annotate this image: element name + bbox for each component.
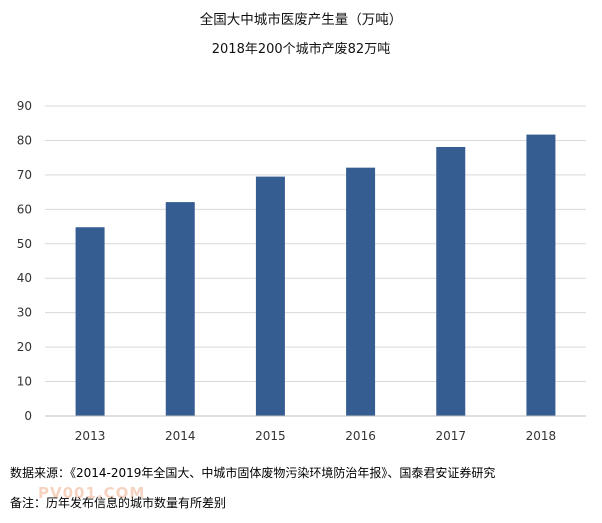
bar-2017 bbox=[436, 146, 466, 416]
bar-chart: 0 10 20 30 40 50 60 70 80 90 2013 2014 2015 2016 2017… bbox=[17, 99, 586, 443]
y-tick-label: 80 bbox=[17, 133, 32, 147]
watermark: PV001.COM bbox=[38, 484, 146, 502]
bar-2018 bbox=[526, 134, 556, 417]
x-tick-label: 2017 bbox=[435, 429, 466, 443]
x-tick-label: 2018 bbox=[526, 429, 557, 443]
chart-title: 全国大中城市医废产生量（万吨） bbox=[199, 12, 403, 28]
y-tick-label: 30 bbox=[17, 306, 32, 320]
y-tick-label: 90 bbox=[17, 99, 32, 113]
y-tick-label: 10 bbox=[17, 375, 32, 389]
x-tick-label: 2014 bbox=[165, 429, 196, 443]
footnote: 备注：历年发布信息的城市数量有所差别 bbox=[10, 496, 227, 510]
data-source-note: 数据来源：《2014-2019年全国大、中城市固体废物污染环境防治年报》、国泰君… bbox=[10, 466, 496, 480]
bar-2015 bbox=[255, 176, 285, 416]
bar-2014 bbox=[165, 202, 195, 416]
y-axis: 0 10 20 30 40 50 60 70 80 90 bbox=[17, 99, 32, 423]
x-tick-label: 2015 bbox=[255, 429, 286, 443]
y-tick-label: 40 bbox=[17, 271, 32, 285]
bars bbox=[75, 134, 556, 417]
y-tick-label: 60 bbox=[17, 202, 32, 216]
y-tick-label: 50 bbox=[17, 237, 32, 251]
x-axis: 2013 2014 2015 2016 2017 2018 bbox=[45, 415, 586, 443]
y-tick-label: 20 bbox=[17, 340, 32, 354]
gridlines bbox=[45, 105, 586, 383]
bar-2013 bbox=[75, 227, 105, 416]
x-tick-label: 2016 bbox=[345, 429, 376, 443]
bar-2016 bbox=[346, 167, 376, 416]
y-tick-label: 70 bbox=[17, 168, 32, 182]
y-tick-label: 0 bbox=[24, 409, 32, 423]
x-tick-label: 2013 bbox=[75, 429, 106, 443]
chart-subtitle: 2018年200个城市产废82万吨 bbox=[211, 42, 391, 57]
